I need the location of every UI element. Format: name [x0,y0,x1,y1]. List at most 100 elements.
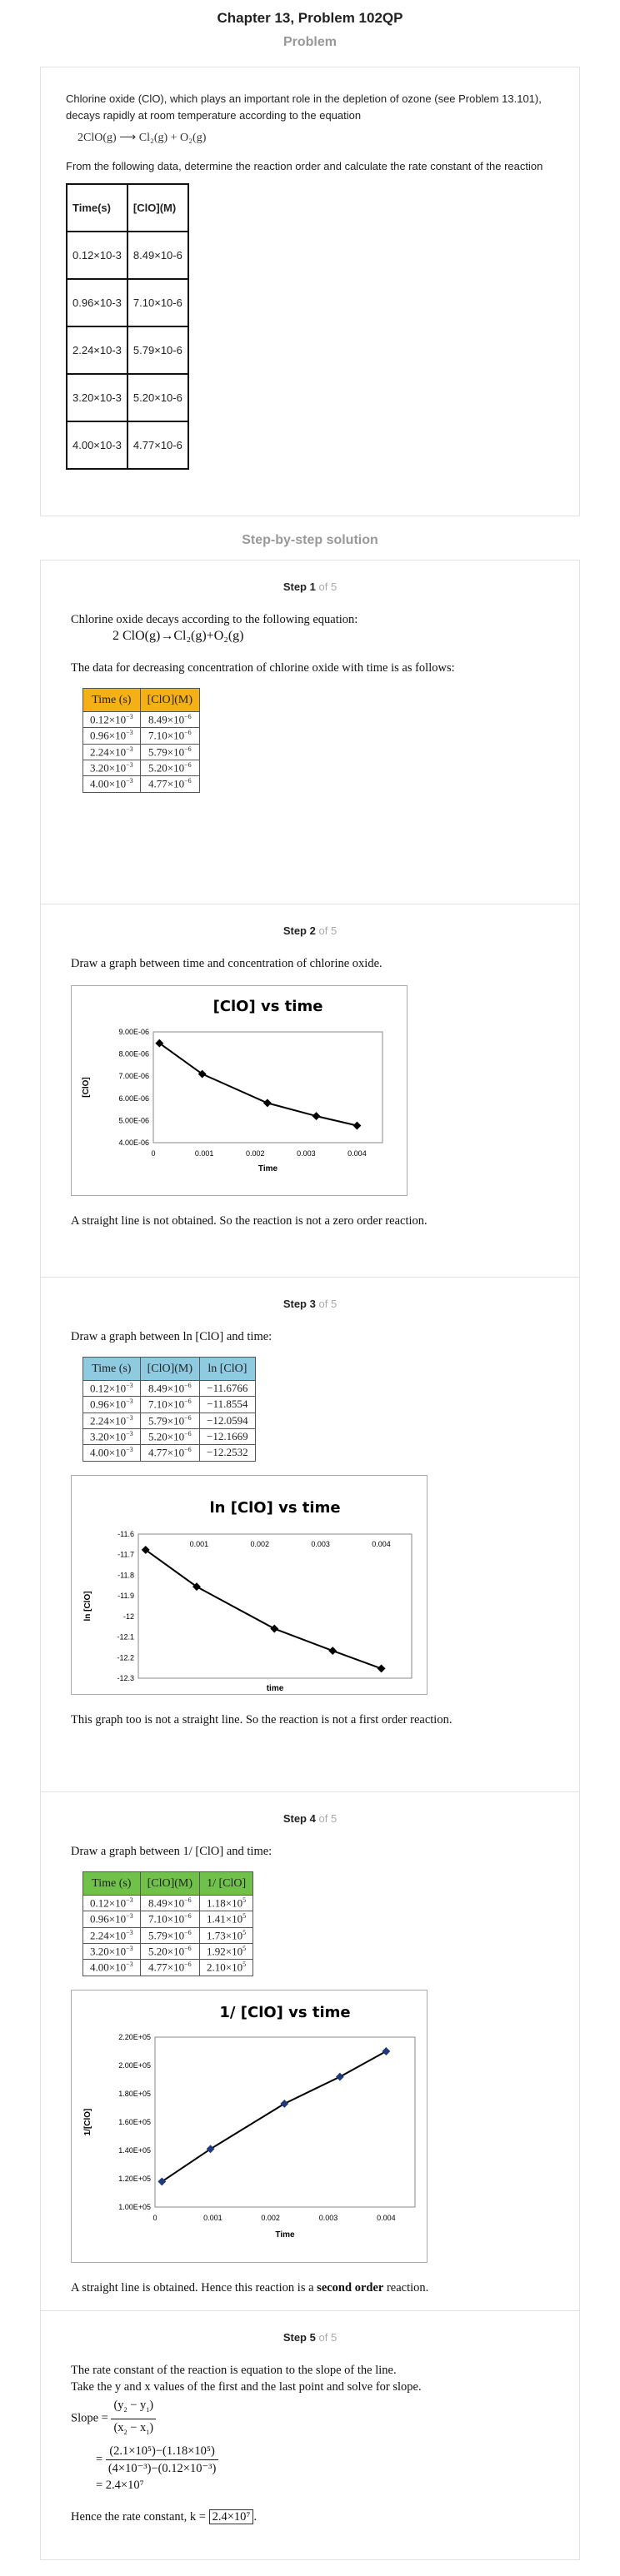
cell: 5.79×10−6 [139,743,201,760]
data-point [141,1545,150,1554]
col-header-ln: ln [ClO] [199,1357,256,1381]
solution-heading: Step-by-step solution [242,533,378,547]
slope-result: = 2.4×10⁷ [96,2478,144,2492]
step-number: 2 [309,924,316,937]
col-header-clo: [ClO](M) [139,1871,201,1896]
y-tick-label: 1.00E+05 [118,2203,151,2211]
subst-fraction: (2.1×10⁵)−(1.18×10⁵) (4×10⁻³)−(0.12×10⁻³… [105,2443,219,2477]
y-tick-label: -12 [123,1612,134,1620]
x-tick-label: 0.001 [203,2214,222,2222]
table-row: 0.12×10−3 8.49×10−6 1.18×105 [82,1894,254,1912]
cell: 0.12×10-3 [66,231,128,280]
x-tick-label: 0.002 [251,1540,270,1548]
eq-sign: = [96,2452,103,2466]
cell: 1.18×105 [199,1894,254,1912]
step-heading: Step 1 of 5 [71,580,549,593]
table-row: 2.24×10−3 5.79×10−6 1.73×105 [82,1926,254,1944]
step3-text: Draw a graph between ln [ClO] and time: [71,1330,272,1343]
table-row: 2.24×10−3 5.79×10−6 [82,743,201,760]
cell: 2.24×10−3 [82,1926,141,1944]
x-tick-label: 0.001 [190,1540,209,1548]
cell: 4.00×10−3 [82,775,141,793]
cell: 5.20×10−6 [139,759,201,777]
y-tick-label: -12.2 [117,1653,134,1662]
step-total: of 5 [318,1298,338,1310]
x-tick-label: 0.003 [311,1540,330,1548]
x-tick-label: 0.004 [348,1149,367,1158]
step-2: Step 2 of 5 Draw a graph between time an… [41,904,579,1278]
table-row: 4.00×10-3 4.77×10-6 [66,421,189,470]
step4-text-bold: second order [317,2280,384,2294]
final-period: . [253,2509,258,2524]
step2-text: Draw a graph between time and concentrat… [71,957,382,970]
step1-text-2: The data for decreasing concentration of… [71,661,455,675]
page-title: Chapter 13, Problem 102QP [217,10,403,26]
step-word: Step [282,1298,307,1310]
y-tick-label: -11.7 [118,1550,134,1558]
step-number: 5 [309,2331,316,2344]
step5-text-2: Take the y and x values of the first and… [71,2380,422,2394]
step-total: of 5 [318,2331,338,2344]
slope-den: (x2 − x1) [113,2420,154,2436]
step-number: 4 [309,1812,316,1825]
cell: −11.8554 [199,1396,256,1413]
step3-text-2: This graph too is not a straight line. S… [71,1712,452,1726]
plot-area [138,1533,412,1679]
cell: 1.73×105 [199,1926,254,1944]
cell: 0.96×10-3 [66,278,128,327]
step2-text-2: A straight line is not obtained. So the … [71,1214,428,1228]
table-row: 0.96×10-3 7.10×10-6 [66,278,189,327]
problem-table-header-time: Time(s) [66,183,128,232]
step-heading: Step 4 of 5 [71,1812,549,1825]
step-total: of 5 [318,580,338,593]
table-row: 4.00×10−3 4.77×10−6 2.10×105 [82,1959,254,1976]
step4-text: Draw a graph between 1/ [ClO] and time: [71,1845,272,1858]
cell: 5.20×10−6 [139,1428,201,1446]
cell: 5.20×10−6 [139,1942,201,1961]
step1-table: Time (s) [ClO](M) 0.12×10−3 8.49×10−6 0.96… [82,688,201,793]
y-axis-label: ln [ClO] [83,1591,92,1621]
y-axis-label: 1/[ClO] [83,2108,92,2135]
step-heading: Step 5 of 5 [71,2331,549,2344]
cell: 0.12×10−3 [82,1894,141,1912]
table-row: 3.20×10−3 5.20×10−6 −12.1669 [82,1428,256,1446]
col-header-inv: 1/ [ClO] [199,1871,254,1896]
step5-text-1: The rate constant of the reaction is equ… [71,2364,397,2377]
cell: 1.92×105 [199,1942,254,1961]
cell: 5.79×10-6 [126,326,189,375]
step4-text-c: reaction. [383,2280,429,2294]
y-tick-label: 2.00E+05 [118,2061,151,2070]
series-line [158,1042,358,1127]
step3-table: Time (s) [ClO](M) ln [ClO] 0.12×10−3 8.49… [82,1357,256,1462]
step-total: of 5 [318,1812,338,1825]
table-row: 0.96×10−3 7.10×10−6 −11.8554 [82,1396,256,1413]
cell: 2.24×10−3 [82,743,141,760]
x-tick-label: 0.003 [319,2214,338,2222]
table-row: 0.12×10−3 8.49×10−6 −11.6766 [82,1379,256,1398]
step-word: Step [282,924,307,937]
cell: 2.24×10−3 [82,1412,141,1429]
step4-text-a: A straight line is obtained. Hence this … [71,2280,318,2294]
col-header-time: Time (s) [82,688,141,712]
cell: 4.00×10−3 [82,1444,141,1462]
table-row: 0.12×10−3 8.49×10−6 [82,710,201,729]
slope-formula: Slope = (y2 − y1) (x2 − x1) [71,2397,549,2441]
y-tick-label: 1.60E+05 [118,2118,151,2126]
col-header-clo: [ClO](M) [139,688,201,712]
y-tick-label: 4.00E-06 [118,1139,149,1147]
cell: 0.96×10−3 [82,1396,141,1413]
table-row: 2.24×10−3 5.79×10−6 −12.0594 [82,1412,256,1429]
plot-area [154,2036,416,2208]
x-axis-label: time [267,1684,284,1693]
step1-equation: 2 ClO(g)→Cl₂(g)+O₂(g) [112,629,244,643]
final-label: Hence the rate constant, k = [71,2509,206,2524]
slope-fraction: (y2 − y1) (x2 − x1) [111,2397,157,2441]
cell: 8.49×10−6 [139,1379,201,1398]
y-tick-label: 5.00E-06 [118,1116,149,1124]
cell: 3.20×10−3 [82,1942,141,1961]
problem-box: Chlorine oxide (ClO), which plays an imp… [40,67,580,516]
cell: 7.10×10−6 [139,1396,201,1413]
cell: 0.12×10−3 [82,1379,141,1398]
cell: 5.79×10−6 [139,1412,201,1429]
slope-num: (y2 − y1) [111,2397,157,2419]
